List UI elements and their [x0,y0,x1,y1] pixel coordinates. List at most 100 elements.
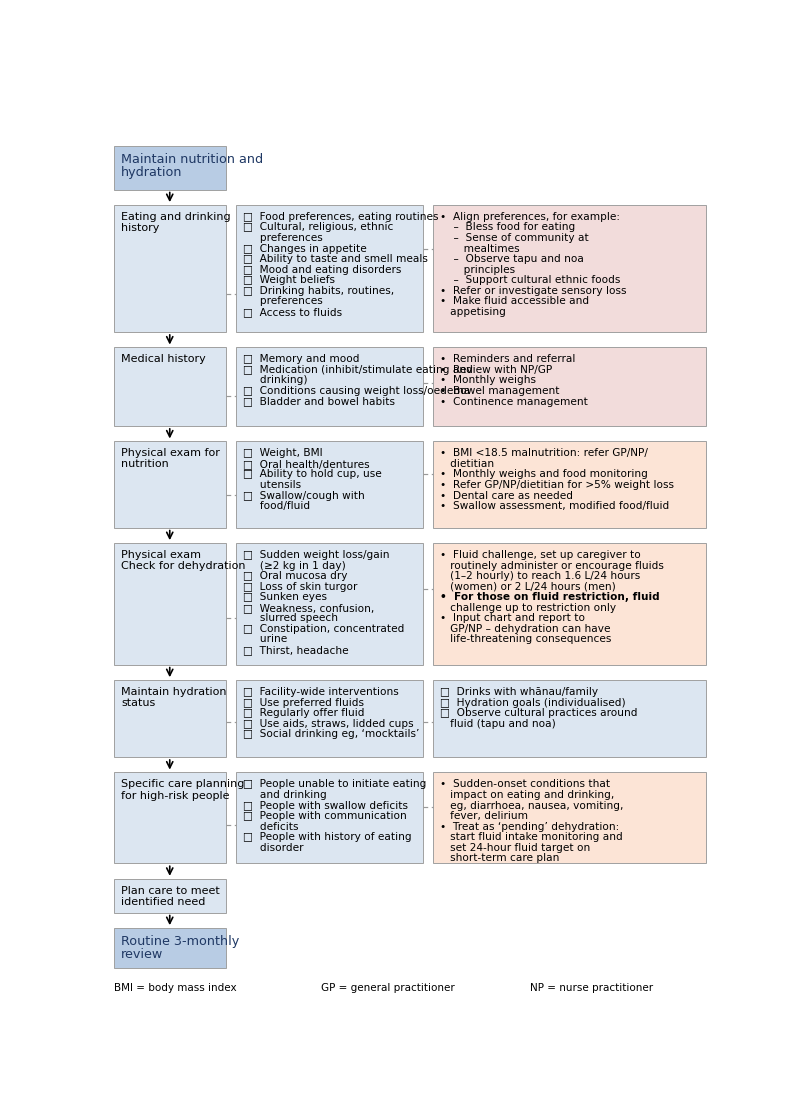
Text: (≥2 kg in 1 day): (≥2 kg in 1 day) [242,560,346,570]
Text: •  Dental care as needed: • Dental care as needed [440,491,574,501]
Text: start fluid intake monitoring and: start fluid intake monitoring and [440,832,623,842]
Text: impact on eating and drinking,: impact on eating and drinking, [440,790,614,800]
Text: challenge up to restriction only: challenge up to restriction only [440,602,616,613]
Text: □  Regularly offer fluid: □ Regularly offer fluid [242,708,364,718]
Bar [114,928,226,968]
Text: □  Memory and mood: □ Memory and mood [242,355,359,365]
Text: •  For those on fluid restriction, fluid: • For those on fluid restriction, fluid [440,592,660,602]
Text: □  People unable to initiate eating: □ People unable to initiate eating [242,779,426,789]
Text: preferences: preferences [242,233,322,243]
Text: •  Align preferences, for example:: • Align preferences, for example: [440,212,620,222]
Text: □  Medication (inhibit/stimulate eating and: □ Medication (inhibit/stimulate eating a… [242,365,473,375]
Text: •  Refer GP/NP/dietitian for >5% weight loss: • Refer GP/NP/dietitian for >5% weight l… [440,480,674,490]
Text: □  Conditions causing weight loss/oedema: □ Conditions causing weight loss/oedema [242,386,470,396]
Text: Physical exam: Physical exam [121,550,201,560]
Text: □  People with communication: □ People with communication [242,811,406,821]
Bar [434,680,706,757]
Text: and drinking: and drinking [242,790,326,800]
Text: □  Loss of skin turgor: □ Loss of skin turgor [242,581,357,591]
Bar [114,543,226,665]
Text: □  Use preferred fluids: □ Use preferred fluids [242,697,363,707]
Text: •  Make fluid accessible and: • Make fluid accessible and [440,296,590,306]
Text: •  Refer or investigate sensory loss: • Refer or investigate sensory loss [440,286,626,296]
Text: □  Facility-wide interventions: □ Facility-wide interventions [242,687,398,697]
Text: □  Hydration goals (individualised): □ Hydration goals (individualised) [440,697,626,707]
Text: □  Social drinking eg, ‘mocktails’: □ Social drinking eg, ‘mocktails’ [242,729,419,739]
Text: mealtimes: mealtimes [440,243,520,254]
Text: □  Bladder and bowel habits: □ Bladder and bowel habits [242,397,394,407]
Text: BMI = body mass index: BMI = body mass index [114,983,237,993]
Text: –  Support cultural ethnic foods: – Support cultural ethnic foods [440,275,621,285]
Text: Specific care planning: Specific care planning [121,779,244,789]
Text: □  Observe cultural practices around: □ Observe cultural practices around [440,708,638,718]
Text: Eating and drinking: Eating and drinking [121,212,230,222]
Text: utensils: utensils [242,480,301,490]
Text: hydration: hydration [121,166,182,179]
Text: □  Drinks with whānau/family: □ Drinks with whānau/family [440,687,598,697]
Bar [236,680,423,757]
Text: Medical history: Medical history [121,355,206,365]
Text: □  Weight beliefs: □ Weight beliefs [242,275,334,285]
Text: •  Continence management: • Continence management [440,397,588,407]
Text: Check for dehydration: Check for dehydration [121,561,246,571]
Text: fluid (tapu and noa): fluid (tapu and noa) [440,718,556,728]
Text: history: history [121,223,159,233]
Text: □  People with history of eating: □ People with history of eating [242,832,411,842]
Text: □  Sudden weight loss/gain: □ Sudden weight loss/gain [242,550,389,560]
Text: •  Input chart and report to: • Input chart and report to [440,613,586,623]
Bar [236,347,423,425]
Text: –  Observe tapu and noa: – Observe tapu and noa [440,254,584,264]
Text: Routine 3-monthly: Routine 3-monthly [121,935,239,948]
Text: •  Fluid challenge, set up caregiver to: • Fluid challenge, set up caregiver to [440,550,641,560]
Bar [434,206,706,332]
Text: •  Monthly weighs: • Monthly weighs [440,376,536,386]
Bar [236,543,423,665]
Text: Plan care to meet: Plan care to meet [121,886,220,896]
Text: (women) or 2 L/24 hours (men): (women) or 2 L/24 hours (men) [440,581,616,591]
Text: □  Changes in appetite: □ Changes in appetite [242,243,366,254]
Text: –  Sense of community at: – Sense of community at [440,233,589,243]
Text: □  Sunken eyes: □ Sunken eyes [242,592,326,602]
Text: identified need: identified need [121,897,206,907]
Bar [434,543,706,665]
Text: preferences: preferences [242,296,322,306]
Text: for high-risk people: for high-risk people [121,790,230,800]
Text: □  People with swallow deficits: □ People with swallow deficits [242,800,408,811]
Bar [236,772,423,863]
Bar [114,878,226,913]
Text: □  Swallow/cough with: □ Swallow/cough with [242,491,364,501]
Text: slurred speech: slurred speech [242,613,338,623]
Text: •  Swallow assessment, modified food/fluid: • Swallow assessment, modified food/flui… [440,502,670,512]
Text: •  Sudden-onset conditions that: • Sudden-onset conditions that [440,779,610,789]
Text: NP = nurse practitioner: NP = nurse practitioner [530,983,654,993]
Text: routinely administer or encourage fluids: routinely administer or encourage fluids [440,560,664,570]
Bar [236,441,423,527]
Bar [114,347,226,425]
Text: Physical exam for: Physical exam for [121,449,220,459]
Bar [114,772,226,863]
Text: review: review [121,948,163,960]
Text: principles: principles [440,265,515,275]
Bar [114,680,226,757]
Bar [434,772,706,863]
Text: □  Ability to taste and smell meals: □ Ability to taste and smell meals [242,254,427,264]
Bar [434,347,706,425]
Text: □  Ability to hold cup, use: □ Ability to hold cup, use [242,470,382,480]
Text: □  Cultural, religious, ethnic: □ Cultural, religious, ethnic [242,222,393,232]
Text: status: status [121,698,155,708]
Text: GP/NP – dehydration can have: GP/NP – dehydration can have [440,624,610,634]
Text: life-threatening consequences: life-threatening consequences [440,634,611,644]
Text: •  Review with NP/GP: • Review with NP/GP [440,365,553,375]
Text: food/fluid: food/fluid [242,502,310,512]
Text: eg, diarrhoea, nausea, vomiting,: eg, diarrhoea, nausea, vomiting, [440,800,623,811]
Text: •  Treat as ‘pending’ dehydration:: • Treat as ‘pending’ dehydration: [440,822,619,832]
Text: GP = general practitioner: GP = general practitioner [321,983,454,993]
Text: □  Access to fluids: □ Access to fluids [242,307,342,317]
Text: set 24-hour fluid target on: set 24-hour fluid target on [440,843,590,853]
Text: •  BMI <18.5 malnutrition: refer GP/NP/: • BMI <18.5 malnutrition: refer GP/NP/ [440,449,648,459]
Text: •  Bowel management: • Bowel management [440,386,560,396]
Text: □  Drinking habits, routines,: □ Drinking habits, routines, [242,286,394,296]
Text: •  Monthly weighs and food monitoring: • Monthly weighs and food monitoring [440,470,648,480]
Text: nutrition: nutrition [121,460,169,470]
Text: □  Thirst, headache: □ Thirst, headache [242,645,348,655]
